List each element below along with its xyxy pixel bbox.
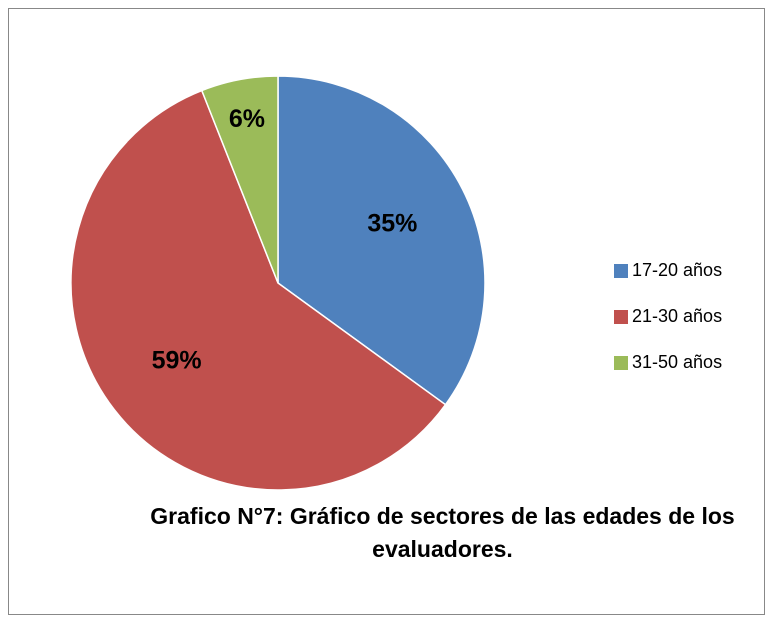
legend-label: 17-20 años bbox=[632, 260, 722, 280]
pie-slice bbox=[70, 89, 447, 491]
data-label: 6% bbox=[229, 105, 265, 133]
legend-swatch bbox=[614, 310, 628, 324]
data-label: 35% bbox=[367, 209, 417, 237]
pie-slice bbox=[200, 75, 279, 284]
legend-label: 21-30 años bbox=[632, 306, 722, 326]
legend-label: 31-50 años bbox=[632, 352, 722, 372]
pie-slice bbox=[277, 75, 486, 406]
chart-title: Grafico N°7: Gráfico de sectores de las … bbox=[150, 503, 735, 562]
legend-swatch bbox=[614, 264, 628, 278]
legend-swatch bbox=[614, 356, 628, 370]
data-label: 59% bbox=[152, 346, 202, 374]
